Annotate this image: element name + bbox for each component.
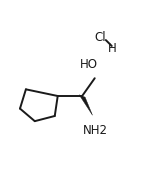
Text: NH2: NH2 xyxy=(83,123,108,137)
Text: HO: HO xyxy=(80,58,98,71)
Text: H: H xyxy=(108,42,117,55)
Text: Cl: Cl xyxy=(95,31,106,44)
Polygon shape xyxy=(79,95,92,115)
